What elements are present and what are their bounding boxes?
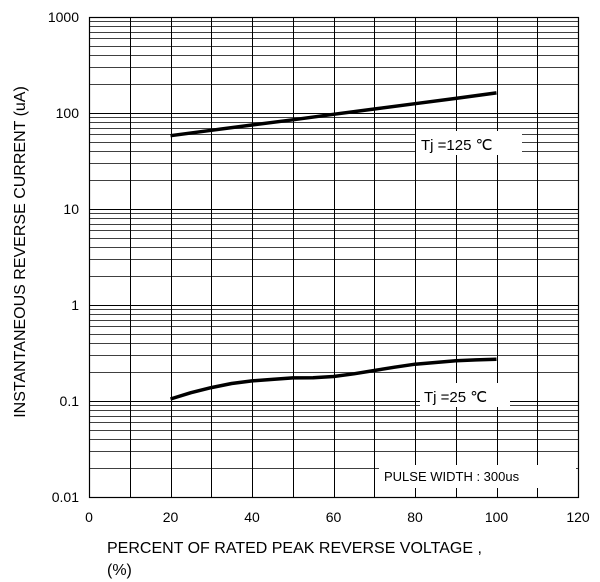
x-tick-label-40: 40 [244, 509, 260, 525]
y-tick-label: 100 [56, 105, 80, 121]
y-tick-label: 10 [63, 201, 79, 217]
series-line-125c [170, 91, 497, 138]
y-tick-label: 0.01 [52, 489, 79, 505]
x-tick-label-80: 80 [407, 509, 423, 525]
series-layer [169, 91, 497, 401]
x-tick-label-120: 120 [566, 509, 590, 525]
label-bg-25 [420, 383, 510, 407]
y-tick-label: 1 [71, 297, 79, 313]
x-tick-label-20: 20 [163, 509, 179, 525]
x-axis-title-line2: (%) [107, 562, 132, 579]
y-axis-title: INSTANTANEOUS REVERSE CURRENT (uA) [12, 86, 29, 418]
series-label-25: Tj =25 ℃ [424, 389, 487, 406]
x-tick-labels: 0 20 40 60 80 100 120 [85, 509, 590, 525]
x-axis-title-line1: PERCENT OF RATED PEAK REVERSE VOLTAGE , [107, 540, 482, 557]
y-tick-label: 0.1 [60, 393, 80, 409]
y-tick-labels: 0.01 0.1 1 10 100 1000 [48, 9, 79, 505]
series-label-125: Tj =125 ℃ [421, 137, 492, 154]
series-line-25c [169, 357, 497, 401]
label-bg-125 [416, 131, 522, 155]
pulse-width-note: PULSE WIDTH : 300us [384, 469, 520, 484]
x-tick-label-0: 0 [85, 509, 93, 525]
plot-frame [88, 16, 580, 499]
pulse-note-bg [379, 465, 576, 488]
y-tick-label: 1000 [48, 9, 79, 25]
x-tick-label-60: 60 [326, 509, 342, 525]
x-tick-label-100: 100 [485, 509, 509, 525]
